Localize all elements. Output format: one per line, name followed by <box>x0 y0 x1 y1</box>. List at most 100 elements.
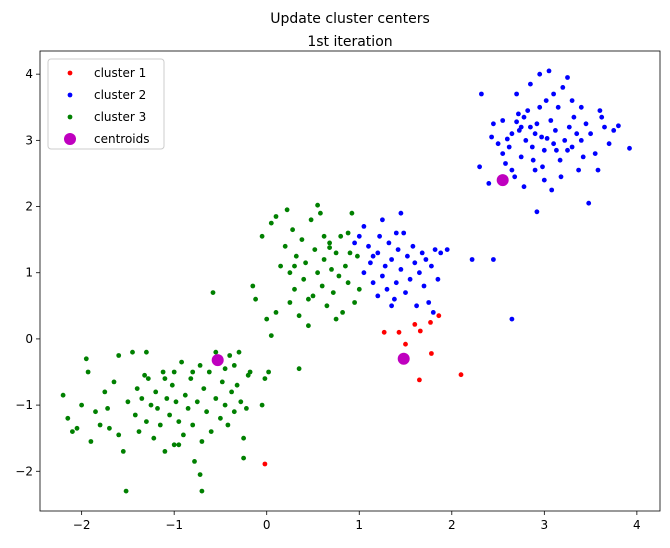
data-point <box>97 422 103 428</box>
data-point <box>352 240 357 246</box>
legend-marker <box>64 133 76 145</box>
data-point <box>206 369 212 375</box>
data-point <box>234 382 240 388</box>
chart-subtitle: 1st iteration <box>307 34 392 50</box>
data-point <box>438 250 444 256</box>
data-point <box>382 263 388 269</box>
data-point <box>60 392 66 398</box>
data-point <box>595 167 601 173</box>
data-point <box>262 461 268 467</box>
data-point <box>403 341 408 347</box>
data-point <box>292 286 297 292</box>
data-point <box>306 323 311 329</box>
data-point <box>419 250 425 256</box>
legend-box <box>47 58 165 150</box>
legend-label: cluster 1 <box>94 66 146 80</box>
data-point <box>278 263 283 269</box>
data-point <box>219 379 225 385</box>
data-point <box>197 472 203 477</box>
data-point <box>176 442 182 448</box>
data-point <box>523 138 529 143</box>
data-point <box>273 310 279 315</box>
data-point <box>321 233 327 239</box>
data-point <box>194 399 200 405</box>
x-tick-label: −1 <box>165 518 183 532</box>
data-point <box>500 151 506 157</box>
data-point <box>327 245 332 251</box>
data-point <box>229 389 235 395</box>
data-point <box>586 200 592 206</box>
data-point <box>330 290 336 295</box>
axes-frame <box>39 50 661 512</box>
data-point <box>287 300 293 305</box>
data-point <box>544 136 550 141</box>
data-point <box>412 260 418 266</box>
data-point <box>521 184 527 190</box>
data-point <box>436 313 442 319</box>
data-point <box>176 419 182 424</box>
data-point <box>241 435 247 441</box>
x-tick-label: 3 <box>541 518 549 532</box>
data-point <box>88 439 94 444</box>
y-tick-label: 1 <box>25 266 33 280</box>
data-point <box>375 293 381 299</box>
data-point <box>516 111 521 117</box>
data-point <box>514 91 519 97</box>
data-point <box>506 144 512 150</box>
data-point <box>136 429 142 434</box>
data-point <box>111 379 117 385</box>
data-point <box>153 389 159 395</box>
data-point <box>393 280 399 286</box>
data-point <box>188 376 194 381</box>
data-point <box>512 174 518 180</box>
data-point <box>179 359 185 365</box>
data-point <box>429 263 434 269</box>
data-point <box>349 210 355 216</box>
data-point <box>321 257 327 262</box>
data-point <box>554 147 559 153</box>
data-point <box>368 260 373 266</box>
data-point <box>134 386 140 391</box>
data-point <box>504 136 510 142</box>
data-point <box>282 243 288 249</box>
data-point <box>318 210 323 216</box>
data-point <box>102 389 108 395</box>
series-cluster-1 <box>262 313 464 467</box>
data-point <box>580 154 586 160</box>
data-point <box>389 257 394 262</box>
data-point <box>565 75 570 80</box>
x-tick-label: 0 <box>263 518 271 532</box>
data-point <box>204 409 210 415</box>
data-point <box>333 250 339 256</box>
data-point <box>430 310 436 315</box>
data-point <box>555 104 561 110</box>
y-tick-label: −2 <box>15 464 33 478</box>
data-point <box>345 230 351 236</box>
data-point <box>423 257 429 262</box>
data-point <box>380 217 385 223</box>
data-point <box>336 273 342 279</box>
data-point <box>190 369 196 375</box>
data-point <box>528 124 533 130</box>
data-point <box>299 237 305 243</box>
data-point <box>345 280 351 286</box>
data-point <box>361 224 367 229</box>
data-point <box>489 134 494 140</box>
data-point <box>562 138 568 143</box>
data-point <box>384 286 390 292</box>
data-point <box>370 280 376 286</box>
data-point <box>162 376 168 381</box>
series-cluster-3 <box>60 202 362 494</box>
centroid-point <box>397 352 410 365</box>
legend-marker <box>67 70 73 76</box>
data-point <box>171 369 177 375</box>
data-point <box>592 151 598 157</box>
data-point <box>329 267 334 272</box>
data-point <box>79 402 84 408</box>
data-point <box>491 257 496 262</box>
data-point <box>130 349 135 355</box>
data-point <box>627 145 632 151</box>
data-point <box>407 276 413 282</box>
data-point <box>611 127 617 133</box>
data-point <box>145 376 151 381</box>
